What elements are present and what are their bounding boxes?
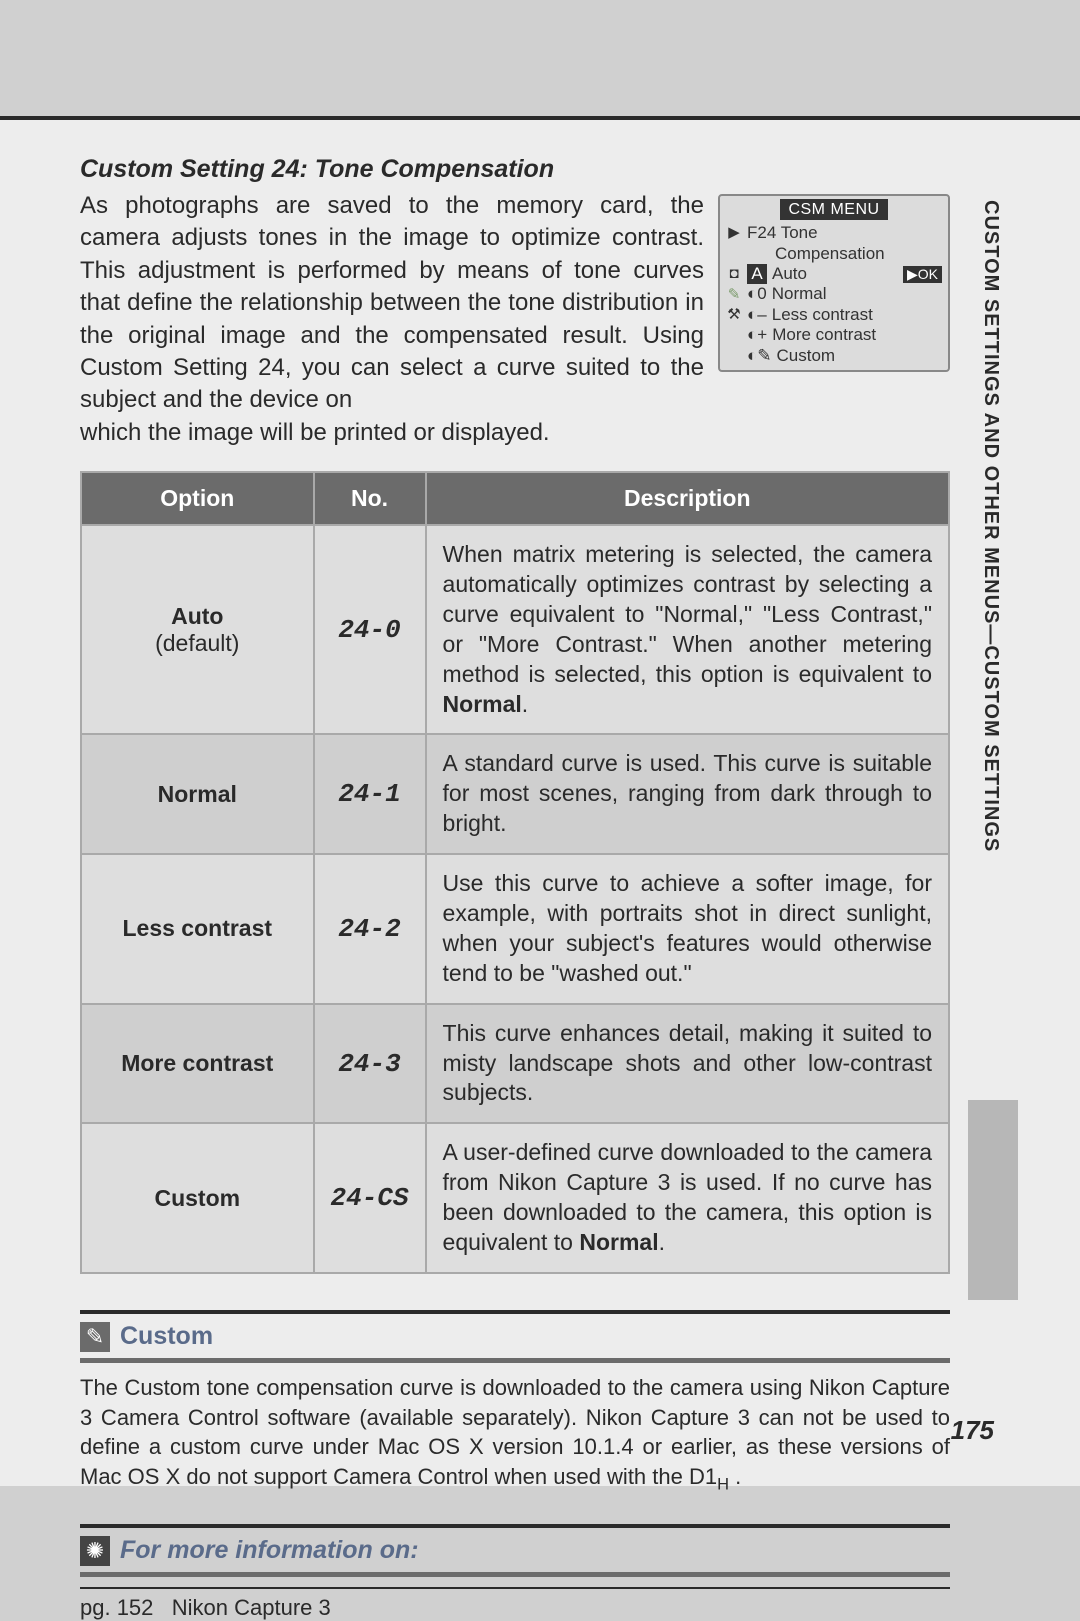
info-icon: ✺: [80, 1536, 110, 1566]
pencil-icon: ✎: [80, 1322, 110, 1352]
lcd-row-custom: Custom: [777, 346, 836, 366]
th-description: Description: [426, 472, 949, 525]
lcd-ok-badge: ▶OK: [903, 266, 942, 283]
page-number: 175: [951, 1415, 994, 1446]
cell-no: 24-0: [314, 525, 426, 734]
cell-option: Normal: [81, 734, 314, 854]
camera-lcd-illustration: CSM MENU ▶ F24 Tone Compensation ◘ A Aut…: [718, 194, 950, 372]
cell-no: 24-3: [314, 1004, 426, 1124]
lcd-row-custom-mark: ◐✎: [747, 346, 772, 366]
note-body-post: .: [729, 1464, 741, 1489]
play-icon: ▶: [726, 224, 742, 242]
reference-title: For more information on:: [120, 1536, 419, 1565]
side-tab-label: CUSTOM SETTINGS AND OTHER MENUS—CUSTOM S…: [972, 200, 1002, 852]
cell-description: This curve enhances detail, making it su…: [426, 1004, 949, 1124]
reference-header: ✺ For more information on:: [80, 1528, 950, 1577]
lcd-row-less-mark: ◐–: [747, 305, 767, 325]
note-body-sub: H: [717, 1475, 729, 1493]
lcd-row-more: More contrast: [772, 325, 876, 345]
lcd-row-more-mark: ◐+: [747, 325, 767, 345]
camera-icon: ◘: [726, 265, 742, 283]
reference-box: ✺ For more information on: pg. 152 Nikon…: [80, 1524, 950, 1621]
top-margin-bar: [0, 0, 1080, 120]
note-body: The Custom tone compensation curve is do…: [80, 1363, 950, 1496]
th-option: Option: [81, 472, 314, 525]
table-row: Normal24-1A standard curve is used. This…: [81, 734, 949, 854]
cell-option: Auto(default): [81, 525, 314, 734]
table-header-row: Option No. Description: [81, 472, 949, 525]
reference-page: pg. 152: [80, 1595, 153, 1620]
note-header: ✎ Custom: [80, 1314, 950, 1363]
cell-description: When matrix metering is selected, the ca…: [426, 525, 949, 734]
note-title: Custom: [120, 1322, 213, 1351]
options-table: Option No. Description Auto(default)24-0…: [80, 471, 950, 1274]
manual-page: CUSTOM SETTINGS AND OTHER MENUS—CUSTOM S…: [0, 0, 1080, 1486]
section-heading: Custom Setting 24: Tone Compensation: [80, 155, 950, 184]
note-box-custom: ✎ Custom The Custom tone compensation cu…: [80, 1310, 950, 1496]
lcd-row-normal-mark: ◐0: [747, 284, 767, 304]
table-row: Auto(default)24-0When matrix metering is…: [81, 525, 949, 734]
table-row: More contrast24-3This curve enhances det…: [81, 1004, 949, 1124]
cell-description: Use this curve to achieve a softer image…: [426, 854, 949, 1004]
pencil-icon: ✎: [726, 286, 742, 304]
lcd-selected-letter: A: [747, 264, 767, 284]
cell-description: A user-defined curve downloaded to the c…: [426, 1123, 949, 1273]
lcd-selected-label: Auto: [772, 264, 807, 284]
intro-text-after: which the image will be printed or displ…: [80, 417, 950, 449]
intro-text-wrapped: As photographs are saved to the memory c…: [80, 192, 704, 413]
lcd-row-normal: Normal: [772, 284, 827, 304]
cell-option: More contrast: [81, 1004, 314, 1124]
thumb-index-tab: [968, 1100, 1018, 1300]
table-row: Less contrast24-2Use this curve to achie…: [81, 854, 949, 1004]
cell-description: A standard curve is used. This curve is …: [426, 734, 949, 854]
cell-no: 24-CS: [314, 1123, 426, 1273]
lcd-row-less: Less contrast: [772, 305, 873, 325]
cell-no: 24-2: [314, 854, 426, 1004]
note-body-pre: The Custom tone compensation curve is do…: [80, 1375, 950, 1489]
lcd-line-2: Compensation: [747, 244, 885, 264]
reference-item: pg. 152 Nikon Capture 3: [80, 1587, 950, 1621]
table-row: Custom24-CSA user-defined curve download…: [81, 1123, 949, 1273]
table-body: Auto(default)24-0When matrix metering is…: [81, 525, 949, 1273]
cell-option: Custom: [81, 1123, 314, 1273]
lcd-line-1: F24 Tone: [747, 223, 818, 243]
cell-option: Less contrast: [81, 854, 314, 1004]
lcd-title: CSM MENU: [780, 199, 887, 220]
reference-label: Nikon Capture 3: [172, 1595, 331, 1620]
tuning-icon: ⚒: [726, 306, 742, 324]
page-content: Custom Setting 24: Tone Compensation CSM…: [80, 155, 950, 1621]
intro-paragraph: CSM MENU ▶ F24 Tone Compensation ◘ A Aut…: [80, 190, 950, 449]
cell-option-sub: (default): [98, 630, 297, 657]
th-no: No.: [314, 472, 426, 525]
cell-no: 24-1: [314, 734, 426, 854]
